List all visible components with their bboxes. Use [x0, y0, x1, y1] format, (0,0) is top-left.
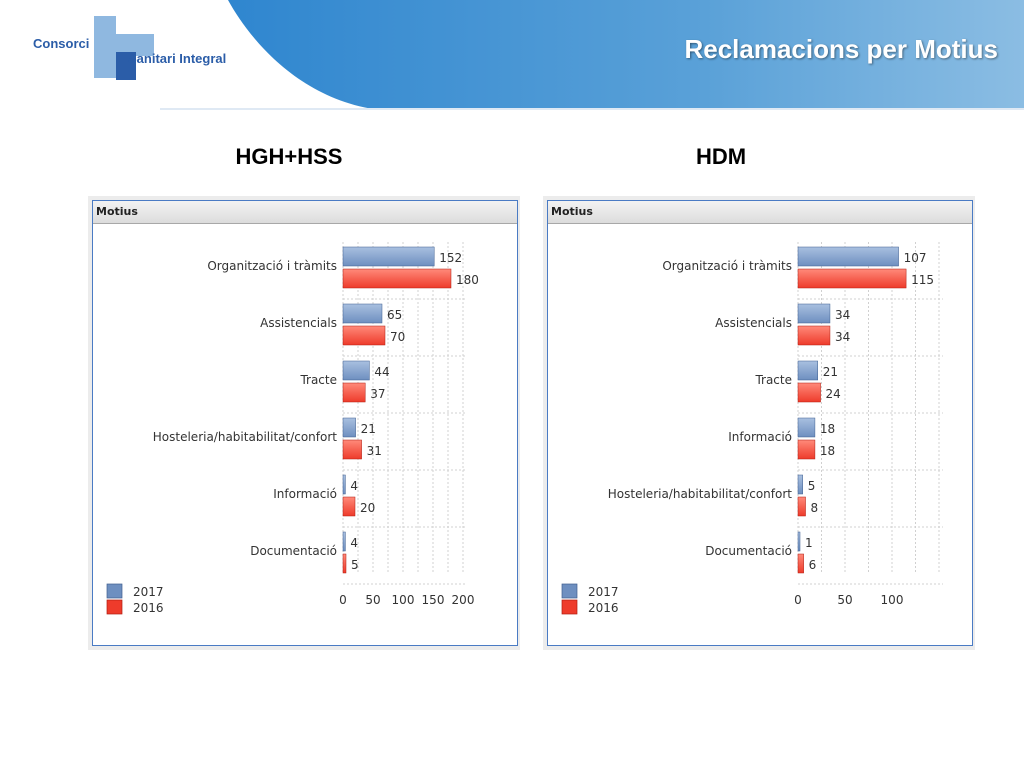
panel-titlebar: Motius: [548, 201, 972, 224]
data-label: 5: [351, 558, 359, 572]
x-tick-label: 50: [365, 593, 380, 607]
bar-2016: [342, 325, 386, 346]
data-label: 6: [809, 558, 817, 572]
category-label: Tracte: [754, 373, 792, 387]
chart-panel-left: Motius Organització i tràmits 152 180 Assis…: [92, 200, 518, 646]
data-label: 37: [370, 387, 385, 401]
bar-2016: [797, 496, 806, 517]
logo-line2: Sanitari Integral: [128, 51, 227, 66]
data-label: 21: [823, 365, 838, 379]
data-label: 4: [350, 536, 358, 550]
legend-swatch: [106, 583, 123, 599]
data-label: 24: [826, 387, 841, 401]
bar-2016: [342, 382, 366, 403]
data-label: 65: [387, 308, 402, 322]
bar-2017: [342, 303, 383, 324]
bar-2016: [797, 382, 821, 403]
bar-2017: [797, 303, 831, 324]
x-tick-label: 0: [339, 593, 347, 607]
category-label: Documentació: [705, 544, 792, 558]
legend-swatch: [561, 599, 578, 615]
category-label: Organització i tràmits: [207, 259, 337, 273]
panel-titlebar: Motius: [93, 201, 517, 224]
logo-line1: Consorci: [33, 36, 90, 51]
data-label: 34: [835, 330, 850, 344]
bar-2017: [342, 531, 346, 552]
data-label: 18: [820, 444, 835, 458]
data-label: 1: [805, 536, 813, 550]
legend-swatch: [106, 599, 123, 615]
x-tick-label: 50: [837, 593, 852, 607]
bar-2017: [797, 417, 816, 438]
category-label: Informació: [273, 487, 337, 501]
bar-2017: [797, 360, 818, 381]
bar-2016: [342, 496, 356, 517]
x-tick-label: 0: [794, 593, 802, 607]
data-label: 34: [835, 308, 850, 322]
data-label: 152: [439, 251, 462, 265]
bar-2016: [797, 439, 816, 460]
data-label: 21: [361, 422, 376, 436]
legend-label: 2017: [133, 585, 164, 599]
x-tick-label: 150: [422, 593, 445, 607]
data-label: 31: [367, 444, 382, 458]
bar-2017: [342, 474, 346, 495]
chart-left: Organització i tràmits 152 180 Assistencial…: [106, 242, 479, 615]
category-label: Assistencials: [260, 316, 337, 330]
bar-2016: [342, 553, 347, 574]
chart-right: Organització i tràmits 107 115 Assistencial…: [561, 242, 943, 615]
chart-heading-right: HDM: [695, 144, 747, 169]
bar-2017: [342, 360, 370, 381]
bar-2016: [342, 268, 452, 289]
legend-label: 2016: [588, 601, 619, 615]
x-tick-label: 100: [392, 593, 415, 607]
category-label: Hosteleria/habitabilitat/confort: [608, 487, 793, 501]
data-label: 5: [808, 479, 816, 493]
x-tick-label: 100: [881, 593, 904, 607]
panel-title: Motius: [96, 205, 138, 218]
data-label: 107: [904, 251, 927, 265]
category-label: Documentació: [250, 544, 337, 558]
data-label: 20: [360, 501, 375, 515]
chart-panel-right: Motius Organització i tràmits 107 115 Assis…: [547, 200, 973, 646]
logo: Consorci Sanitari Integral: [30, 14, 250, 84]
legend-label: 2016: [133, 601, 164, 615]
page-title: Reclamacions per Motius: [684, 34, 998, 64]
legend-swatch: [561, 583, 578, 599]
bar-2017: [797, 474, 803, 495]
logo-cross-icon: [94, 16, 154, 80]
category-label: Assistencials: [715, 316, 792, 330]
data-label: 180: [456, 273, 479, 287]
category-label: Hosteleria/habitabilitat/confort: [153, 430, 338, 444]
panel-title: Motius: [551, 205, 593, 218]
bar-2017: [342, 246, 435, 267]
chart-heading-left: HGH+HSS: [235, 144, 343, 169]
data-label: 4: [350, 479, 358, 493]
header-band: [160, 0, 1024, 110]
x-tick-label: 200: [452, 593, 475, 607]
bar-2017: [797, 531, 801, 552]
legend-label: 2017: [588, 585, 619, 599]
bar-2016: [797, 325, 831, 346]
data-label: 70: [390, 330, 405, 344]
bar-2017: [342, 417, 356, 438]
category-label: Organització i tràmits: [662, 259, 792, 273]
data-label: 18: [820, 422, 835, 436]
bar-2016: [797, 268, 907, 289]
bar-2016: [797, 553, 804, 574]
category-label: Informació: [728, 430, 792, 444]
data-label: 8: [811, 501, 819, 515]
data-label: 115: [911, 273, 934, 287]
bar-2017: [797, 246, 899, 267]
bar-2016: [342, 439, 362, 460]
category-label: Tracte: [299, 373, 337, 387]
data-label: 44: [374, 365, 389, 379]
